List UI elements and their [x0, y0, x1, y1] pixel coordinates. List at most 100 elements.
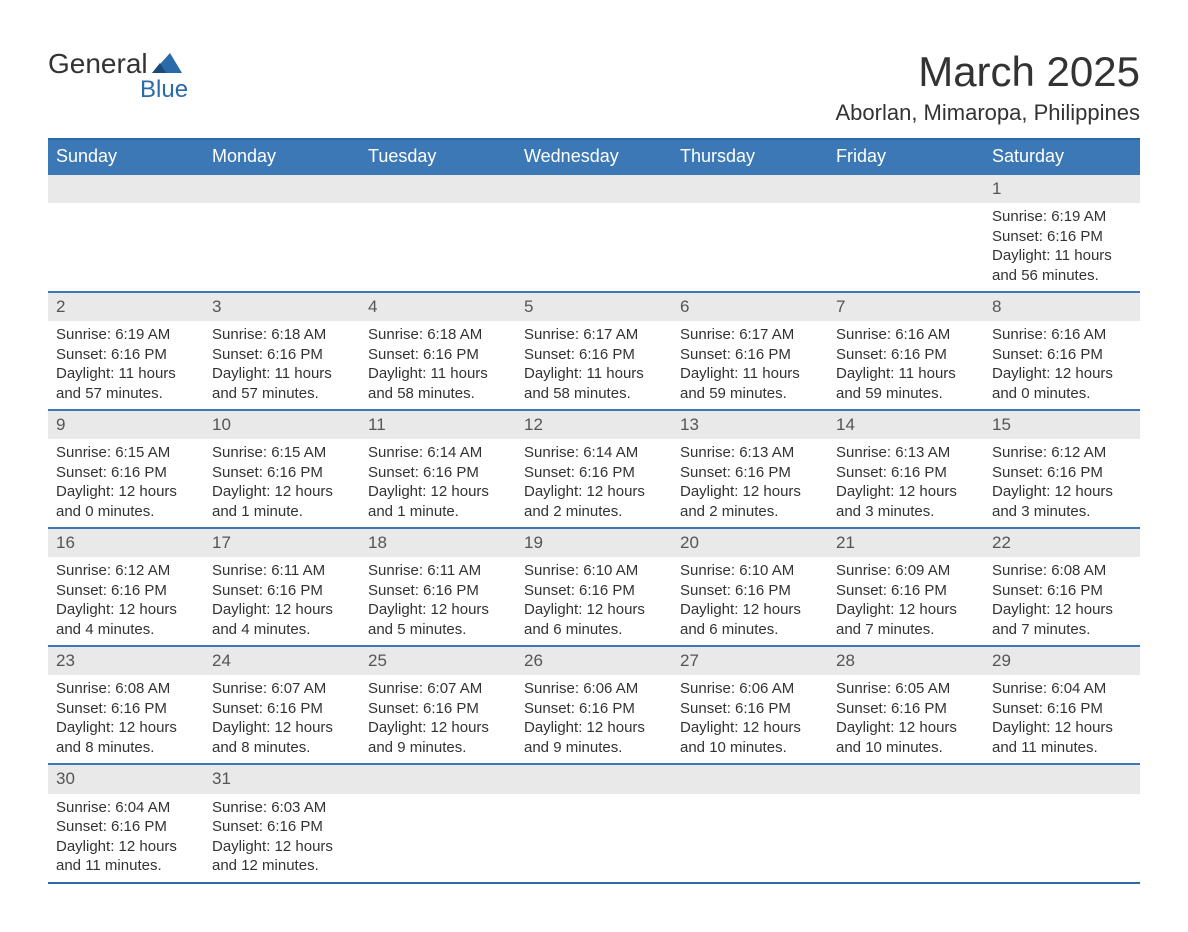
day-number-cell: 24 — [204, 646, 360, 675]
day-content-cell — [48, 203, 204, 292]
day-number: 31 — [212, 769, 231, 788]
day-content-cell: Sunrise: 6:19 AMSunset: 6:16 PMDaylight:… — [48, 321, 204, 410]
day-number-cell: 16 — [48, 528, 204, 557]
day-content-cell: Sunrise: 6:12 AMSunset: 6:16 PMDaylight:… — [984, 439, 1140, 528]
day-number-cell: 19 — [516, 528, 672, 557]
day-number: 10 — [212, 415, 231, 434]
day-content-cell: Sunrise: 6:08 AMSunset: 6:16 PMDaylight:… — [48, 675, 204, 764]
sunrise-text: Sunrise: 6:10 AM — [524, 561, 664, 581]
day-number: 13 — [680, 415, 699, 434]
daylight-text: Daylight: 12 hours and 12 minutes. — [212, 837, 352, 876]
day-number: 30 — [56, 769, 75, 788]
day-content-cell — [360, 203, 516, 292]
day-number-cell: 22 — [984, 528, 1140, 557]
day-number-cell: 29 — [984, 646, 1140, 675]
weekday-header: Thursday — [672, 139, 828, 175]
day-number: 7 — [836, 297, 845, 316]
day-number-cell: 10 — [204, 410, 360, 439]
sunrise-text: Sunrise: 6:07 AM — [212, 679, 352, 699]
sunrise-text: Sunrise: 6:16 AM — [992, 325, 1132, 345]
day-content-cell: Sunrise: 6:12 AMSunset: 6:16 PMDaylight:… — [48, 557, 204, 646]
day-number-cell — [984, 764, 1140, 793]
day-number-cell: 8 — [984, 292, 1140, 321]
day-number: 21 — [836, 533, 855, 552]
day-number: 11 — [368, 415, 386, 434]
day-number: 8 — [992, 297, 1001, 316]
sunset-text: Sunset: 6:16 PM — [368, 581, 508, 601]
sunset-text: Sunset: 6:16 PM — [992, 227, 1132, 247]
daylight-text: Daylight: 12 hours and 0 minutes. — [992, 364, 1132, 403]
day-content-cell — [984, 794, 1140, 883]
day-content-cell — [360, 794, 516, 883]
day-number-cell: 25 — [360, 646, 516, 675]
day-number: 23 — [56, 651, 75, 670]
day-number: 17 — [212, 533, 231, 552]
sunset-text: Sunset: 6:16 PM — [680, 463, 820, 483]
sunset-text: Sunset: 6:16 PM — [680, 699, 820, 719]
daylight-text: Daylight: 12 hours and 9 minutes. — [368, 718, 508, 757]
day-content-cell — [828, 794, 984, 883]
day-number-row: 16171819202122 — [48, 528, 1140, 557]
day-content-cell: Sunrise: 6:14 AMSunset: 6:16 PMDaylight:… — [516, 439, 672, 528]
day-number-cell: 12 — [516, 410, 672, 439]
day-content-cell: Sunrise: 6:03 AMSunset: 6:16 PMDaylight:… — [204, 794, 360, 883]
logo-triangle-icon — [152, 51, 182, 78]
day-content-cell: Sunrise: 6:10 AMSunset: 6:16 PMDaylight:… — [672, 557, 828, 646]
day-content-cell: Sunrise: 6:14 AMSunset: 6:16 PMDaylight:… — [360, 439, 516, 528]
sunrise-text: Sunrise: 6:13 AM — [836, 443, 976, 463]
day-number: 1 — [992, 179, 1001, 198]
weekday-header-row: Sunday Monday Tuesday Wednesday Thursday… — [48, 139, 1140, 175]
daylight-text: Daylight: 12 hours and 3 minutes. — [992, 482, 1132, 521]
daylight-text: Daylight: 12 hours and 11 minutes. — [992, 718, 1132, 757]
day-number-cell — [204, 175, 360, 203]
day-number-cell: 27 — [672, 646, 828, 675]
day-number-cell: 26 — [516, 646, 672, 675]
day-content-cell: Sunrise: 6:15 AMSunset: 6:16 PMDaylight:… — [204, 439, 360, 528]
logo-text-general: General — [48, 48, 148, 80]
sunset-text: Sunset: 6:16 PM — [56, 817, 196, 837]
day-number-row: 23 242526272829 — [48, 646, 1140, 675]
sunset-text: Sunset: 6:16 PM — [992, 699, 1132, 719]
day-number-cell: 2 — [48, 292, 204, 321]
day-number-cell: 1 — [984, 175, 1140, 203]
day-content-cell: Sunrise: 6:10 AMSunset: 6:16 PMDaylight:… — [516, 557, 672, 646]
day-number-cell: 21 — [828, 528, 984, 557]
sunset-text: Sunset: 6:16 PM — [524, 581, 664, 601]
sunset-text: Sunset: 6:16 PM — [680, 581, 820, 601]
sunrise-text: Sunrise: 6:12 AM — [56, 561, 196, 581]
day-number-cell — [672, 175, 828, 203]
sunrise-text: Sunrise: 6:14 AM — [368, 443, 508, 463]
day-number-cell — [516, 175, 672, 203]
day-number-cell — [828, 175, 984, 203]
day-content-cell: Sunrise: 6:07 AMSunset: 6:16 PMDaylight:… — [360, 675, 516, 764]
daylight-text: Daylight: 12 hours and 1 minute. — [368, 482, 508, 521]
daylight-text: Daylight: 12 hours and 8 minutes. — [212, 718, 352, 757]
daylight-text: Daylight: 12 hours and 5 minutes. — [368, 600, 508, 639]
day-content-cell: Sunrise: 6:06 AMSunset: 6:16 PMDaylight:… — [672, 675, 828, 764]
day-content-cell: Sunrise: 6:18 AMSunset: 6:16 PMDaylight:… — [360, 321, 516, 410]
sunset-text: Sunset: 6:16 PM — [524, 463, 664, 483]
day-number-cell: 4 — [360, 292, 516, 321]
day-number-cell — [828, 764, 984, 793]
sunrise-text: Sunrise: 6:19 AM — [56, 325, 196, 345]
daylight-text: Daylight: 11 hours and 58 minutes. — [524, 364, 664, 403]
day-number-cell: 5 — [516, 292, 672, 321]
day-number: 22 — [992, 533, 1011, 552]
sunset-text: Sunset: 6:16 PM — [836, 581, 976, 601]
day-number-row: 1 — [48, 175, 1140, 203]
day-number-cell: 30 — [48, 764, 204, 793]
day-content-row: Sunrise: 6:08 AMSunset: 6:16 PMDaylight:… — [48, 675, 1140, 764]
day-content-cell — [672, 203, 828, 292]
daylight-text: Daylight: 12 hours and 6 minutes. — [680, 600, 820, 639]
daylight-text: Daylight: 11 hours and 59 minutes. — [680, 364, 820, 403]
daylight-text: Daylight: 12 hours and 2 minutes. — [524, 482, 664, 521]
sunrise-text: Sunrise: 6:18 AM — [368, 325, 508, 345]
sunset-text: Sunset: 6:16 PM — [992, 463, 1132, 483]
sunrise-text: Sunrise: 6:16 AM — [836, 325, 976, 345]
sunrise-text: Sunrise: 6:12 AM — [992, 443, 1132, 463]
daylight-text: Daylight: 12 hours and 2 minutes. — [680, 482, 820, 521]
day-number: 12 — [524, 415, 543, 434]
day-number-cell: 28 — [828, 646, 984, 675]
day-content-cell: Sunrise: 6:15 AMSunset: 6:16 PMDaylight:… — [48, 439, 204, 528]
daylight-text: Daylight: 12 hours and 8 minutes. — [56, 718, 196, 757]
